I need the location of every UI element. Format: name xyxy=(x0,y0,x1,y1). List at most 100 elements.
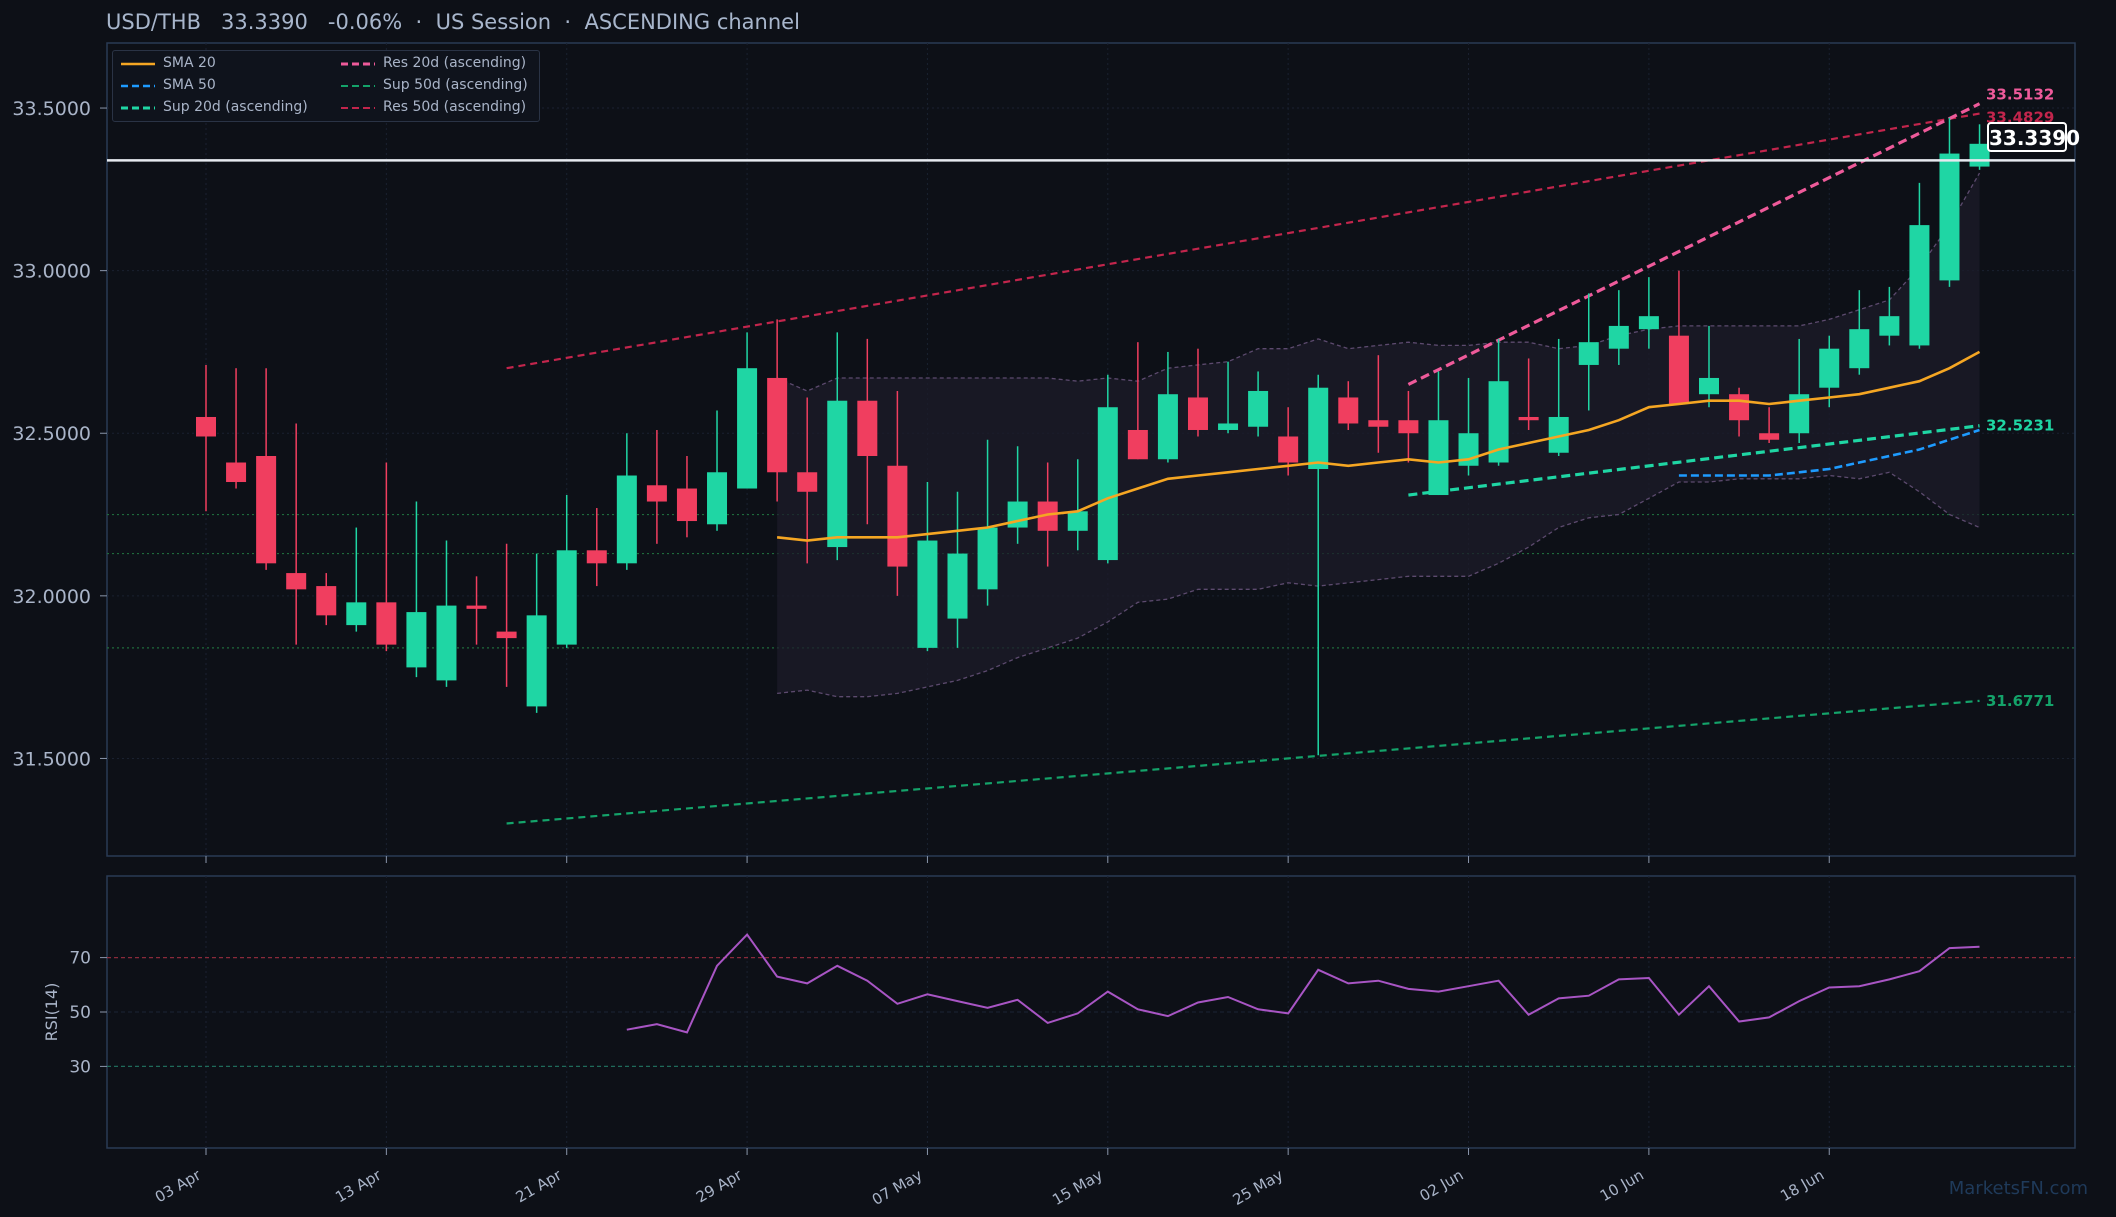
candle xyxy=(1097,374,1118,564)
candle-body xyxy=(1638,316,1659,330)
candle xyxy=(1909,182,1930,349)
candle-body xyxy=(1127,429,1148,460)
candle-body xyxy=(1939,153,1960,281)
candle xyxy=(1278,407,1299,476)
candle xyxy=(1338,381,1359,430)
candle xyxy=(646,429,667,544)
candle-body xyxy=(1338,397,1359,424)
candle-body xyxy=(1218,423,1239,430)
candle-body xyxy=(1518,416,1539,421)
candle-body xyxy=(1488,381,1509,463)
candle-body xyxy=(466,605,487,609)
candle-body xyxy=(1097,407,1118,561)
candle-body xyxy=(1187,397,1208,430)
candle xyxy=(767,319,788,502)
candle xyxy=(1218,361,1239,434)
candle xyxy=(226,368,247,489)
title-change: -0.06% xyxy=(327,10,403,34)
candle xyxy=(406,501,427,678)
candle xyxy=(1608,290,1629,365)
candle-body xyxy=(376,602,397,645)
candle xyxy=(1518,358,1539,430)
legend-label: Res 50d (ascending) xyxy=(383,99,527,115)
legend-label: SMA 20 xyxy=(163,55,216,71)
candle xyxy=(526,553,547,713)
title-price: 33.3390 xyxy=(221,10,308,34)
candle xyxy=(827,332,848,561)
rsi-line xyxy=(626,932,1980,1034)
candle xyxy=(1759,407,1780,443)
channel-lines xyxy=(506,102,1981,825)
candle xyxy=(1187,348,1208,437)
candle xyxy=(1638,277,1659,349)
candle-body xyxy=(316,586,337,616)
candle-body xyxy=(616,475,637,564)
candle xyxy=(1879,286,1900,346)
candle-body xyxy=(1729,394,1750,421)
candle-body xyxy=(286,573,307,590)
y-tick-label: 33.5000 xyxy=(12,98,91,120)
candle xyxy=(917,482,938,652)
candle xyxy=(496,543,517,687)
candle-body xyxy=(1668,335,1689,404)
bollinger-upper xyxy=(776,172,1981,392)
candle-body xyxy=(346,602,367,626)
title-channel: ASCENDING channel xyxy=(584,10,800,34)
candle-body xyxy=(827,400,848,548)
candle xyxy=(1578,293,1599,411)
sma20-line xyxy=(776,350,1981,542)
candle-body xyxy=(1157,394,1178,460)
legend-label: Sup 20d (ascending) xyxy=(163,99,308,115)
candle xyxy=(466,576,487,645)
candle xyxy=(196,364,216,512)
rsi-tick-label: 70 xyxy=(69,949,91,969)
candle-body xyxy=(797,472,818,492)
candle xyxy=(436,540,457,687)
legend-label: Res 20d (ascending) xyxy=(383,55,527,71)
candle-body xyxy=(887,465,908,567)
candle-body xyxy=(496,631,517,639)
candle-body xyxy=(767,377,788,473)
candle xyxy=(1157,351,1178,463)
candle xyxy=(616,433,637,570)
y-tick-label: 32.5000 xyxy=(12,423,91,445)
candle-body xyxy=(977,527,998,590)
candle-body xyxy=(406,612,427,668)
candle xyxy=(1248,371,1269,437)
candle xyxy=(586,508,607,587)
legend-item-sma20: SMA 20 xyxy=(121,55,321,75)
candle-body xyxy=(646,485,667,502)
legend-item-res20: Res 20d (ascending) xyxy=(341,55,536,75)
candle-body xyxy=(556,550,577,645)
candle xyxy=(1939,117,1960,287)
candle xyxy=(676,456,697,538)
candle xyxy=(887,390,908,596)
candle-body xyxy=(1548,416,1569,453)
candle-body xyxy=(947,553,968,619)
candle xyxy=(376,462,397,652)
title-session: US Session xyxy=(435,10,552,34)
candle xyxy=(316,573,337,626)
candle-body xyxy=(196,416,216,437)
chart-title: USD/THB 33.3390 -0.06% · US Session · AS… xyxy=(106,10,800,34)
candle xyxy=(1789,338,1810,443)
rsi-axis-label: RSI(14) xyxy=(42,983,61,1042)
res20-line xyxy=(1407,102,1981,386)
candle xyxy=(1849,290,1870,375)
candle-body xyxy=(917,540,938,648)
candle xyxy=(1819,335,1840,408)
candle xyxy=(1067,459,1088,551)
bollinger-lower xyxy=(777,471,1980,698)
res20-value-label: 33.5132 xyxy=(1986,86,2054,104)
candle-body xyxy=(1037,501,1058,531)
candle-body xyxy=(1398,420,1419,434)
candle-body xyxy=(1699,377,1719,395)
sup20-value-label: 32.5231 xyxy=(1986,417,2054,435)
candle xyxy=(797,397,818,564)
candle-body xyxy=(676,488,697,522)
candle xyxy=(947,491,968,648)
candle-body xyxy=(1819,348,1840,388)
legend-label: SMA 50 xyxy=(163,77,216,93)
candle xyxy=(1398,390,1419,463)
